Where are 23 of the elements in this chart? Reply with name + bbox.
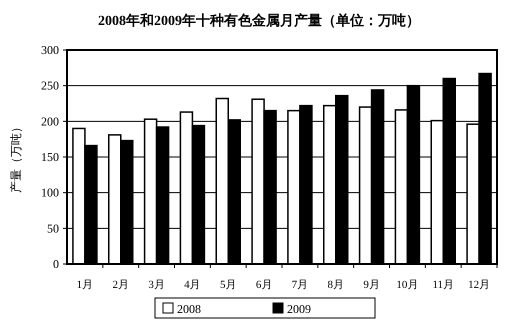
x-tick-label: 8月 [328, 279, 344, 291]
x-tick-label: 3月 [148, 279, 165, 291]
legend-label: 2009 [287, 302, 311, 316]
x-tick-label: 9月 [363, 279, 380, 291]
y-tick-label: 150 [41, 150, 59, 164]
y-tick-label: 250 [41, 78, 59, 93]
y-tick-label: 100 [41, 186, 59, 200]
y-axis-title: 产量（万吨） [9, 121, 23, 193]
x-tick-label: 5月 [220, 279, 236, 291]
y-tick-label: 0 [53, 257, 59, 271]
chart-title: 2008年和2009年十种有色金属月产量（单位：万吨） [98, 12, 420, 29]
x-tick-label: 12月 [468, 279, 490, 291]
x-tick-label: 2月 [112, 279, 129, 291]
x-tick-label: 4月 [184, 279, 201, 291]
x-tick-label: 7月 [292, 279, 308, 291]
legend-label: 2008 [177, 302, 201, 316]
x-tick-label: 11月 [432, 279, 454, 291]
x-tick-label: 6月 [256, 279, 272, 291]
y-tick-label: 300 [41, 43, 59, 57]
y-tick-label: 200 [41, 114, 59, 128]
x-tick-label: 1月 [76, 279, 94, 291]
y-tick-label: 50 [47, 221, 59, 236]
x-tick-label: 10月 [396, 279, 418, 291]
